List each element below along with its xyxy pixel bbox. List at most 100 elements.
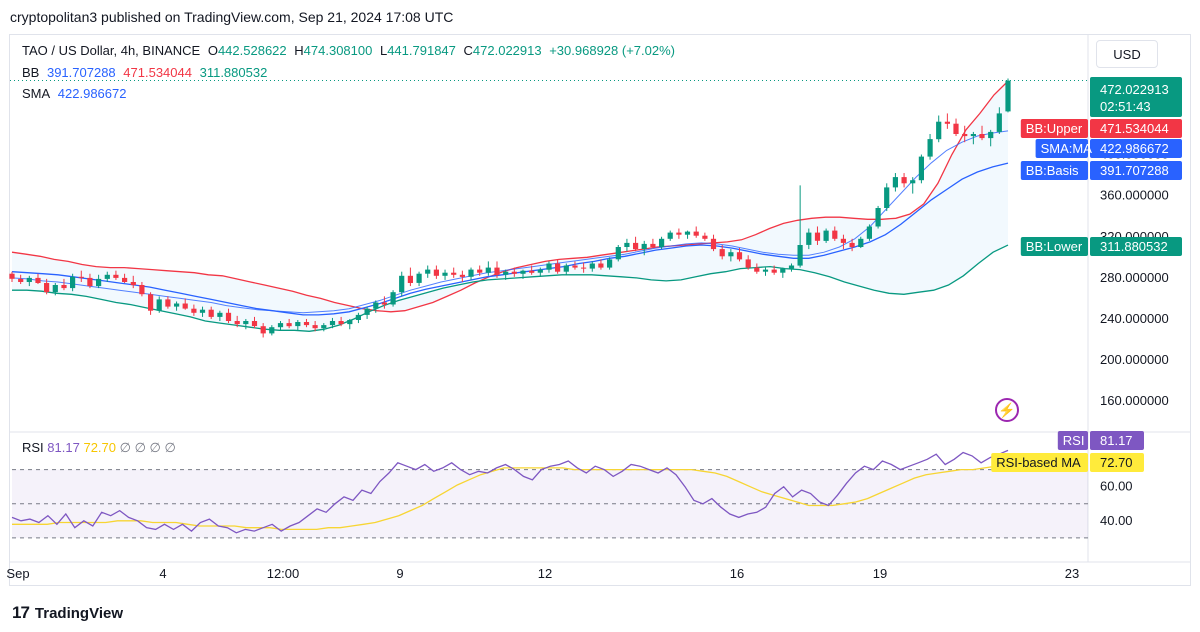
candle-body: [953, 123, 959, 134]
bb-label: BB: [22, 65, 40, 80]
candle-body: [477, 269, 483, 273]
candle-body: [399, 275, 405, 293]
candle-body: [598, 263, 604, 268]
candle-body: [503, 271, 509, 275]
candle-body: [61, 285, 67, 289]
last-price-tag-bg: [1090, 77, 1182, 117]
low-label: L: [379, 43, 388, 58]
candle-body: [823, 230, 829, 241]
candle-body: [684, 231, 691, 235]
candle-body: [130, 282, 136, 286]
candle-body: [251, 321, 258, 327]
candle-body: [148, 294, 154, 311]
candle-body: [858, 238, 864, 247]
published-line: cryptopolitan3 published on TradingView.…: [10, 9, 454, 25]
candle-body: [754, 267, 760, 272]
candle-body: [208, 309, 214, 317]
candle-body: [624, 242, 630, 247]
candle-body: [572, 265, 578, 268]
rsi-ma-line: [12, 464, 1009, 531]
candle-body: [676, 232, 682, 235]
indicator-tag-name-bg: [1035, 139, 1088, 158]
candle-body: [321, 325, 327, 329]
chart-frame: [9, 34, 1191, 586]
indicator-tag-name: BB:Upper: [1026, 121, 1083, 136]
time-tick-label: 9: [396, 566, 403, 581]
candle-body: [390, 292, 396, 305]
currency-button[interactable]: USD: [1096, 40, 1158, 68]
candle-body: [156, 299, 162, 311]
candle-body: [312, 325, 318, 329]
candle-body: [944, 121, 950, 124]
bb-band-fill: [12, 81, 1008, 332]
candle-body: [191, 308, 197, 313]
candle-body: [243, 321, 249, 325]
candle-body: [338, 321, 344, 325]
open-value: O442.528622: [208, 43, 287, 58]
indicator-tag-value: 471.534044: [1100, 121, 1169, 136]
candle-body: [269, 327, 275, 334]
candle-body: [1005, 80, 1011, 112]
candle-body: [555, 263, 561, 272]
candle-body: [26, 277, 32, 282]
low-number: 441.791847: [387, 43, 456, 58]
symbol-legend: TAO / US Dollar, 4h, BINANCE O442.528622…: [22, 43, 679, 58]
rsi-tag-name-bg: [1057, 431, 1088, 450]
rsi-tag-name: RSI: [1063, 433, 1085, 448]
candle-body: [927, 139, 933, 157]
candle-body: [814, 232, 821, 241]
candle-body: [199, 309, 206, 313]
close-label: C: [463, 43, 473, 58]
candle-body: [633, 242, 639, 250]
candle-body: [217, 312, 223, 317]
candle-body: [355, 314, 361, 320]
price-tick-label: 360.000000: [1100, 188, 1169, 203]
candle-body: [468, 269, 474, 277]
candle-body: [788, 265, 795, 269]
last-price-label: 472.022913: [1100, 82, 1169, 97]
countdown-label: 02:51:43: [1100, 99, 1151, 114]
candle-body: [373, 302, 379, 309]
candle-body: [849, 242, 855, 247]
rsi-placeholder: ∅: [164, 440, 176, 455]
indicator-tag-name: SMA:MA: [1041, 141, 1093, 156]
indicator-tag-value-bg: [1090, 139, 1182, 158]
candle-body: [892, 177, 898, 188]
rsi-legend: RSI 81.17 72.70 ∅ ∅ ∅ ∅: [22, 440, 176, 456]
price-tick-label: 160.000000: [1100, 393, 1169, 408]
candle-body: [416, 273, 422, 283]
candle-body: [615, 247, 621, 260]
candle-body: [174, 303, 180, 307]
candle-body: [433, 269, 439, 276]
indicator-tag-value: 422.986672: [1100, 141, 1169, 156]
indicator-tag-value-bg: [1090, 237, 1182, 256]
candle-body: [736, 252, 743, 260]
candle-body: [641, 243, 647, 249]
rsi-tag: RSI 81.17: [1057, 431, 1144, 450]
indicator-tag-name-bg: [1020, 119, 1088, 138]
candle-body: [563, 265, 569, 272]
candle-body: [866, 226, 872, 239]
rsi-tag-name: RSI-based MA: [996, 455, 1081, 470]
change-value: +30.968928 (+7.02%): [549, 43, 675, 58]
rsi-tag-value-bg: [1090, 453, 1144, 472]
price-tick-label: 280.000000: [1100, 270, 1169, 285]
candle-body: [381, 302, 387, 305]
candle-body: [122, 277, 128, 282]
indicator-tag: SMA:MA 422.986672: [1035, 139, 1182, 158]
bb-legend: BB 391.707288 471.534044 311.880532: [22, 65, 271, 80]
candle-body: [537, 269, 543, 273]
close-value: C472.022913: [464, 43, 542, 58]
candle-body: [607, 259, 613, 268]
lightning-icon[interactable]: ⚡: [995, 398, 1019, 422]
candle-body: [260, 326, 266, 334]
candle-body: [832, 230, 838, 239]
rsi-line: [11, 449, 1009, 534]
candle-body: [277, 323, 284, 328]
candle-body: [44, 283, 50, 293]
candle-body: [659, 238, 665, 247]
candle-body: [425, 269, 431, 274]
indicator-tag-name: BB:Lower: [1026, 239, 1083, 254]
candle-body: [295, 322, 301, 327]
